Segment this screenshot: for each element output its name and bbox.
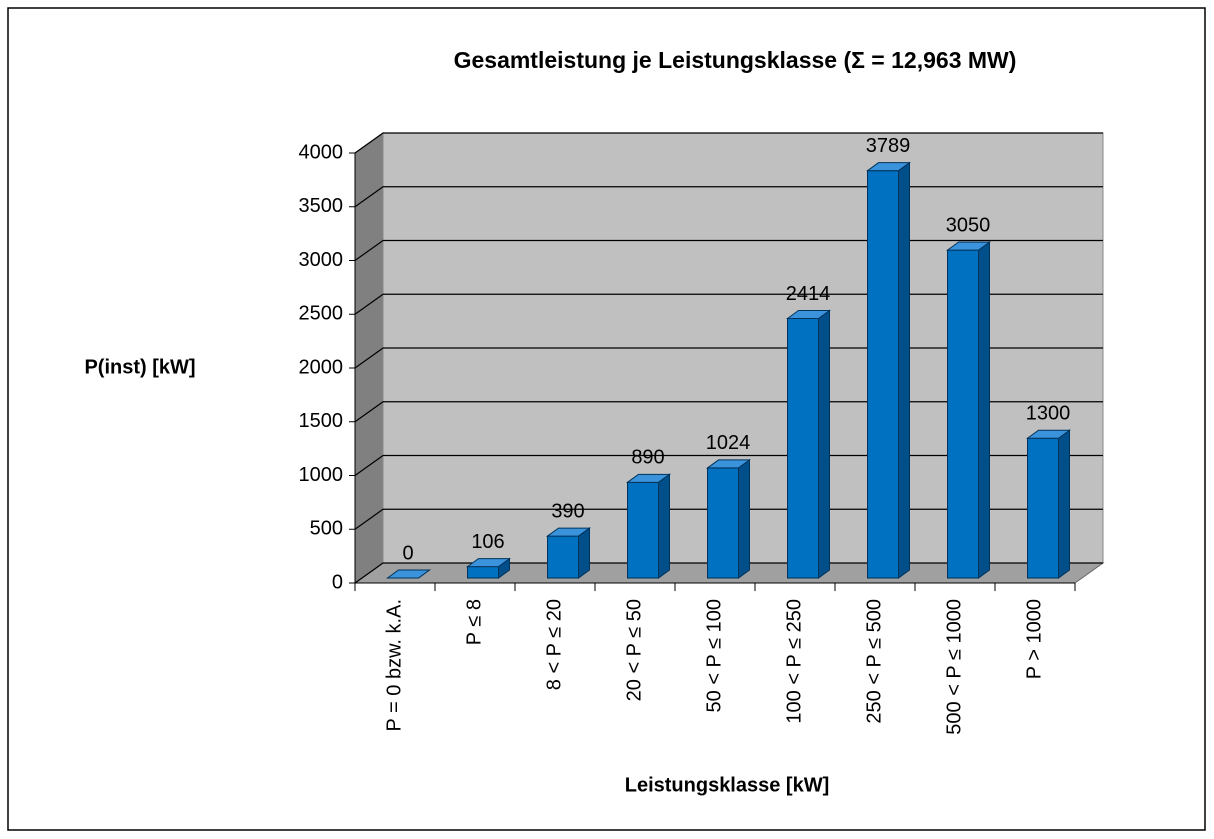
bar-top: [625, 473, 672, 483]
grid-line: [354, 186, 1103, 208]
x-tick-label: P ≤ 8: [463, 599, 485, 645]
bar-top: [385, 569, 432, 579]
bar-top: [865, 162, 912, 172]
x-tick-label: P = 0 bzw. k.A.: [383, 599, 405, 731]
bar-top: [545, 527, 592, 537]
x-tick-label: P > 1000: [1023, 599, 1045, 679]
bar-side: [578, 527, 590, 579]
y-tick-label: 0: [332, 571, 343, 593]
y-tick-label: 1500: [299, 410, 344, 432]
bar: [867, 170, 899, 579]
value-label: 2414: [786, 283, 831, 305]
x-tick-label: 500 < P ≤ 1000: [943, 599, 965, 735]
bar-side: [818, 309, 830, 579]
y-tick-label: 3000: [299, 249, 344, 271]
value-label: 3050: [946, 214, 991, 236]
grid-line: [354, 508, 1103, 530]
bar-top: [705, 459, 752, 469]
bar: [467, 566, 499, 579]
bar: [947, 249, 979, 579]
y-tick-label: 500: [310, 518, 343, 540]
x-tick-label: 20 < P ≤ 50: [623, 599, 645, 701]
y-tick-label: 3500: [299, 195, 344, 217]
y-tick-label: 4000: [299, 141, 344, 163]
x-tick-label: 250 < P ≤ 500: [863, 599, 885, 724]
x-axis-label: Leistungsklasse [kW]: [625, 774, 830, 796]
bar: [787, 317, 819, 579]
bar-top: [465, 558, 512, 568]
value-label: 0: [402, 542, 413, 564]
x-tick-label: 50 < P ≤ 100: [703, 599, 725, 712]
value-label: 1024: [706, 432, 751, 454]
bar-side: [898, 161, 910, 579]
grid-line: [354, 293, 1103, 315]
bar-top: [945, 241, 992, 251]
bar-side: [1058, 429, 1070, 579]
x-tick-label: 100 < P ≤ 250: [783, 599, 805, 724]
bar: [707, 467, 739, 579]
bar: [1027, 437, 1059, 579]
bar-top: [785, 309, 832, 319]
value-label: 390: [551, 500, 584, 522]
value-label: 106: [471, 531, 504, 553]
bar: [627, 481, 659, 579]
y-tick-label: 1000: [299, 464, 344, 486]
bar-top: [1025, 429, 1072, 439]
bar-side: [738, 458, 750, 579]
chart-title: Gesamtleistung je Leistungsklasse (Σ = 1…: [454, 47, 1017, 73]
grid-line: [354, 562, 1103, 584]
value-label: 3789: [866, 135, 911, 157]
grid-line: [354, 347, 1103, 369]
grid-line: [354, 454, 1103, 476]
grid-line: [354, 401, 1103, 423]
value-label: 1300: [1026, 403, 1071, 425]
grid-line: [354, 132, 1103, 154]
x-tick-label: 8 < P ≤ 20: [543, 599, 565, 690]
bar: [547, 535, 579, 579]
bar-side: [658, 473, 670, 579]
y-axis-label: P(inst) [kW]: [84, 356, 195, 378]
y-tick-label: 2000: [299, 356, 344, 378]
value-label: 890: [631, 447, 664, 469]
bar-side: [978, 241, 990, 579]
y-tick-label: 2500: [299, 303, 344, 325]
grid-line: [354, 239, 1103, 261]
